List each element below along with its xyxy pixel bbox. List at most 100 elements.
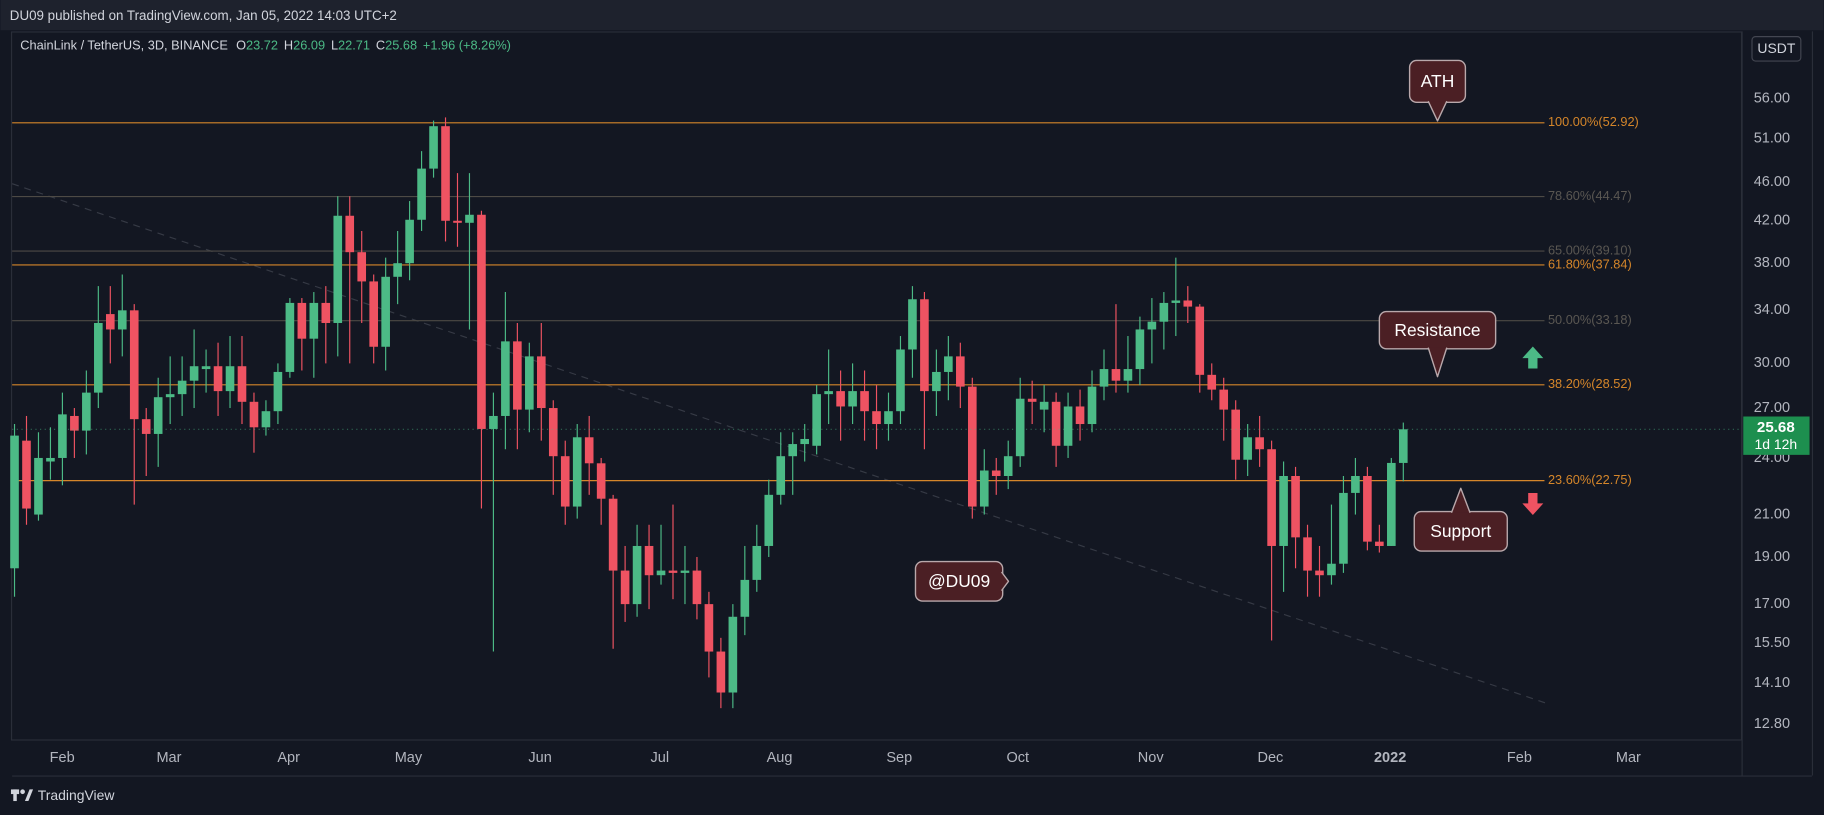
candle-body (1351, 475, 1360, 493)
candle-body (357, 252, 367, 282)
y-tick-label: 46.00 (1754, 174, 1790, 190)
candle-body (1339, 492, 1348, 564)
y-tick-label: 17.00 (1754, 596, 1790, 612)
logo-part (24, 789, 34, 802)
x-tick-label: Feb (50, 750, 75, 766)
candle-body (273, 371, 283, 412)
candle-body (1015, 398, 1025, 457)
candle-body (872, 411, 881, 425)
ohlc-label: H (284, 38, 293, 53)
candle-body (1075, 406, 1085, 425)
candle-body (1219, 389, 1229, 410)
x-tick-label: Aug (767, 750, 793, 766)
top-bar (0, 0, 1824, 31)
candle-body (1051, 401, 1061, 446)
candle-body (1303, 537, 1312, 571)
y-tick-label: 15.50 (1754, 635, 1790, 651)
candle-body (381, 276, 390, 347)
annotation-pointer (1427, 347, 1448, 378)
candle-body (908, 299, 917, 350)
candle-body (764, 494, 774, 546)
candle-body (1159, 302, 1169, 322)
symbol: ChainLink / TetherUS, 3D, BINANCE (20, 38, 228, 53)
candle-body (465, 214, 474, 223)
candle-body (46, 457, 55, 462)
candle-body (1135, 329, 1145, 370)
candle-body (704, 604, 714, 652)
fib-label: 100.00%(52.92) (1548, 114, 1639, 129)
candle-body (525, 356, 534, 410)
candle-body (1027, 398, 1037, 402)
price-tag (1743, 416, 1810, 455)
candle-body (477, 214, 486, 429)
candle-body (417, 168, 426, 220)
x-tick-label: Mar (1616, 750, 1641, 766)
up-arrow (1522, 346, 1544, 369)
y-tick-label: 56.00 (1754, 91, 1790, 107)
candle-body (1039, 401, 1049, 410)
candle-body (189, 366, 199, 381)
price-tag-value: 25.68 (1757, 419, 1795, 436)
candle-body (82, 392, 91, 431)
annotation-text: @DU09 (928, 571, 990, 591)
candle-body (979, 470, 989, 507)
candle-body (1063, 406, 1073, 446)
annotations: ATH Resistance Support @DU09 (914, 59, 1508, 602)
candle-body (1387, 462, 1396, 546)
candle-body (369, 281, 378, 347)
candle-body (345, 215, 355, 253)
candle-body (944, 356, 953, 372)
trend-line (11, 183, 1547, 704)
candle-body (22, 440, 31, 509)
logo-part (20, 789, 25, 795)
axes: 56.00 51.00 46.00 42.00 38.00 34.00 30.00 27.00… (12, 91, 1810, 766)
down-arrow (1522, 492, 1544, 516)
candle-body (932, 371, 941, 392)
x-tick-label: Jun (528, 750, 551, 766)
candles (10, 117, 1408, 709)
fib-label: 38.20%(28.52) (1548, 376, 1632, 391)
candle-body (680, 570, 690, 573)
ohlc-label: O (236, 38, 246, 53)
candle-body (692, 570, 702, 605)
candle-body (896, 349, 905, 412)
candle-body (752, 545, 762, 580)
y-tick-label: 12.80 (1754, 716, 1790, 732)
close-value: 25.68 (385, 38, 417, 53)
fib-levels: 100.00%(52.92) 78.60%(44.47) 65.00%(39.10)… (12, 114, 1639, 487)
candle-body (1267, 449, 1276, 546)
candle-body (297, 302, 307, 339)
fib-label: 78.60%(44.47) (1548, 188, 1632, 203)
annotation-pointer (1450, 487, 1471, 513)
candle-body (1123, 369, 1133, 381)
annotation-text: ATH (1421, 71, 1455, 91)
low-value: 22.71 (338, 38, 370, 53)
candle-body (105, 314, 115, 330)
y-tick-label: 14.10 (1754, 675, 1790, 691)
candle-body (1099, 369, 1109, 387)
candle-body (165, 394, 175, 398)
candle-body (860, 391, 869, 412)
candle-body (429, 126, 438, 169)
candle-body (333, 215, 343, 323)
x-tick-label: 2022 (1374, 750, 1406, 766)
candle-body (405, 219, 414, 264)
candle-body (441, 126, 450, 221)
x-tick-label: Oct (1006, 750, 1029, 766)
candle-body (1183, 300, 1193, 307)
currency: USDT (1757, 40, 1795, 56)
open-value: 23.72 (246, 38, 278, 53)
candle-body (596, 463, 606, 499)
candle-body (501, 341, 510, 416)
candle-body (237, 366, 247, 402)
candle-body (393, 263, 402, 277)
candle-body (1243, 437, 1252, 460)
fib-label: 50.00%(33.18) (1548, 312, 1632, 327)
candle-body (201, 366, 211, 370)
candle-body (1111, 369, 1121, 381)
x-tick-label: Feb (1507, 750, 1532, 766)
candle-body (668, 570, 678, 573)
candle-body (10, 435, 19, 569)
